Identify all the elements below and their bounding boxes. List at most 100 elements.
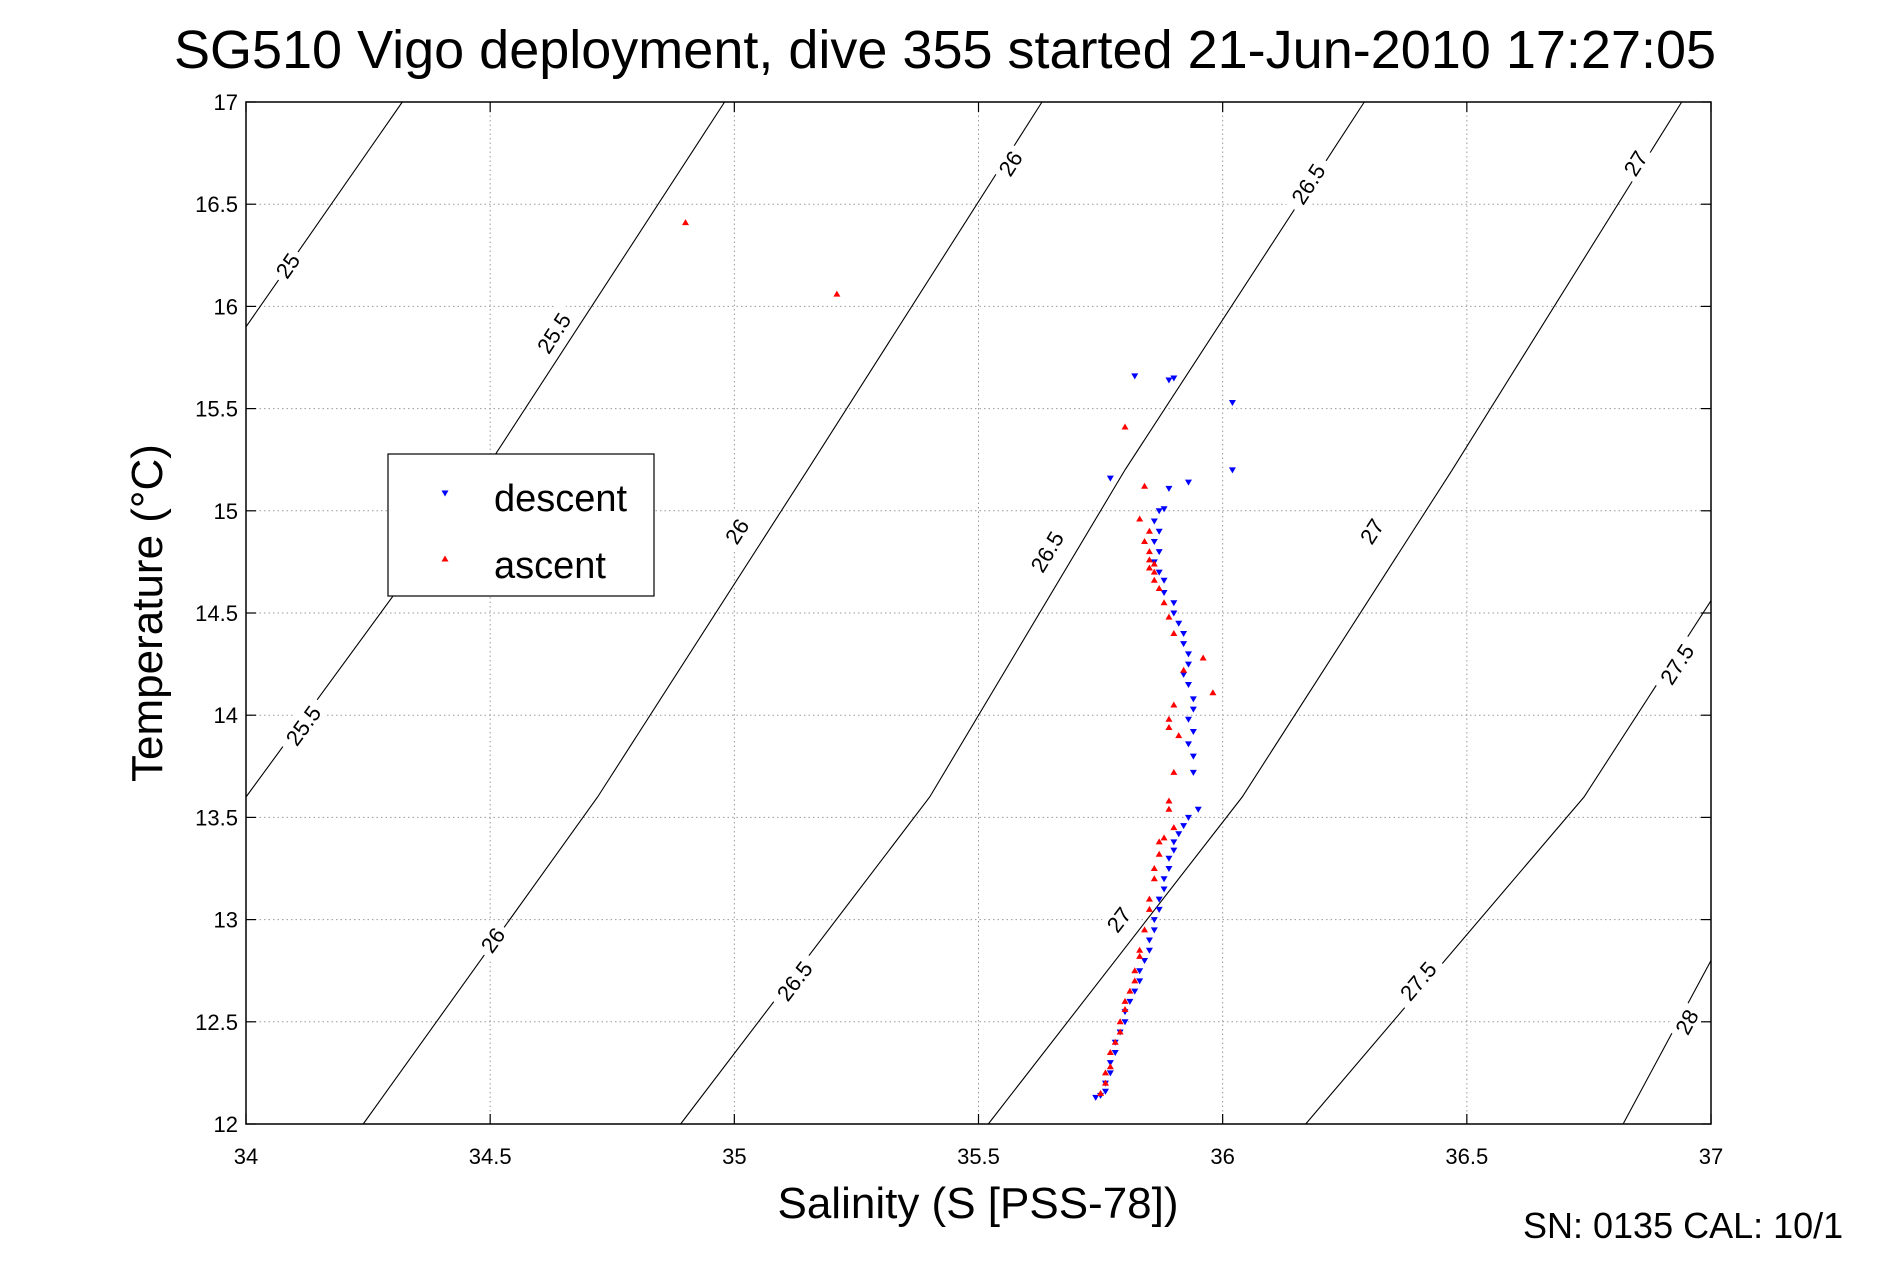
ascent-point <box>1150 560 1158 567</box>
y-tick-label: 14.5 <box>195 601 238 626</box>
descent-point <box>1155 569 1163 576</box>
x-tick-label: 34.5 <box>469 1144 512 1169</box>
descent-point <box>1228 399 1236 406</box>
serial-calibration-note: SN: 0135 CAL: 10/1 <box>1523 1205 1844 1246</box>
ascent-point <box>1175 732 1183 739</box>
descent-point <box>1145 937 1153 944</box>
density-contour-label-gap <box>1389 950 1447 1012</box>
ascent-point <box>1145 548 1153 555</box>
density-contour-line <box>245 101 403 328</box>
data-points <box>682 219 1236 1101</box>
ascent-point <box>833 290 841 297</box>
descent-point <box>1180 630 1188 637</box>
ascent-point <box>1180 666 1188 673</box>
descent-point <box>1131 373 1139 380</box>
ascent-point <box>1170 824 1178 831</box>
y-tick-label: 17 <box>214 90 238 115</box>
descent-point <box>1150 917 1158 924</box>
descent-point <box>1194 806 1202 813</box>
ascent-point <box>1170 629 1178 636</box>
ascent-point <box>1155 838 1163 845</box>
descent-point <box>1121 1019 1129 1026</box>
x-axis-label: Salinity (S [PSS-78]) <box>777 1179 1178 1228</box>
y-tick-label: 14 <box>214 703 238 728</box>
ascent-point <box>1160 599 1168 606</box>
ascent-point <box>1131 967 1139 974</box>
ascent-point <box>1160 834 1168 841</box>
ascent-point <box>1145 895 1153 902</box>
descent-point <box>1175 831 1183 838</box>
density-contour-label-gap <box>472 918 514 962</box>
ascent-point <box>1101 1079 1109 1086</box>
descent-point <box>1131 988 1139 995</box>
density-contour-label-gap <box>766 949 823 1012</box>
density-contour-line <box>1622 960 1712 1125</box>
ascent-point <box>1165 715 1173 722</box>
descent-point <box>1170 610 1178 617</box>
descent-point <box>1155 906 1163 913</box>
descent-point <box>1180 671 1188 678</box>
descent-point <box>1184 814 1192 821</box>
legend: descent ascent <box>387 453 655 597</box>
ascent-point <box>1145 527 1153 534</box>
descent-point <box>1141 957 1149 964</box>
descent-point <box>1145 947 1153 954</box>
ascent-point <box>1145 905 1153 912</box>
descent-point <box>1170 847 1178 854</box>
descent-point <box>1160 577 1168 584</box>
descent-point <box>1184 479 1192 486</box>
ascent-point <box>1106 1048 1114 1055</box>
ascent-point <box>682 219 689 226</box>
density-contour-label-gap <box>1650 632 1704 696</box>
legend-box <box>387 453 655 597</box>
descent-point <box>1165 377 1173 384</box>
descent-point <box>1136 968 1144 975</box>
ascent-point <box>1170 701 1178 708</box>
descent-point <box>1180 823 1188 830</box>
descent-point <box>1092 1094 1100 1101</box>
ascent-point <box>1165 613 1173 620</box>
y-tick-label: 13.5 <box>195 805 238 830</box>
ascent-point <box>1155 584 1163 591</box>
descent-point <box>1184 661 1192 668</box>
legend-ascent-marker <box>441 555 449 562</box>
density-contour-label: 25 <box>267 244 308 287</box>
density-contour-label-gap <box>1281 152 1335 216</box>
x-tick-label: 36.5 <box>1445 1144 1488 1169</box>
density-contour-label-gap <box>1667 1000 1707 1043</box>
y-tick-label: 13 <box>214 908 238 933</box>
ascent-point <box>1150 875 1158 882</box>
ascent-point <box>1141 537 1149 544</box>
density-contour-line <box>362 101 1043 1125</box>
chart-title: SG510 Vigo deployment, dive 355 started … <box>174 20 1716 80</box>
ascent-point <box>1141 926 1149 933</box>
descent-point <box>1170 375 1178 382</box>
ascent-point <box>1131 977 1139 984</box>
ascent-point <box>1199 654 1207 661</box>
ascent-point <box>1116 1028 1124 1035</box>
y-tick-label: 16 <box>214 294 238 319</box>
descent-point <box>1189 706 1197 713</box>
descent-point <box>1111 1049 1119 1056</box>
ascent-point <box>1106 1063 1114 1070</box>
descent-point <box>1184 741 1192 748</box>
descent-point <box>1136 978 1144 985</box>
descent-point <box>1155 549 1163 556</box>
legend-descent-marker <box>441 490 449 497</box>
ascent-point <box>1141 482 1149 489</box>
y-tick-label: 15.5 <box>195 397 238 422</box>
y-axis-label: Temperature (°C) <box>123 444 172 782</box>
x-tick-label: 36 <box>1210 1144 1234 1169</box>
descent-point <box>1165 855 1173 862</box>
ascent-point <box>1145 556 1153 563</box>
ascent-point <box>1116 1018 1124 1025</box>
descent-point <box>1175 620 1183 627</box>
y-tick-label: 16.5 <box>195 192 238 217</box>
ascent-point <box>1150 576 1158 583</box>
descent-point <box>1150 927 1158 934</box>
ascent-point <box>1165 723 1173 730</box>
density-contour-label-gap <box>1615 141 1656 185</box>
descent-point <box>1126 998 1134 1005</box>
descent-point <box>1180 641 1188 648</box>
